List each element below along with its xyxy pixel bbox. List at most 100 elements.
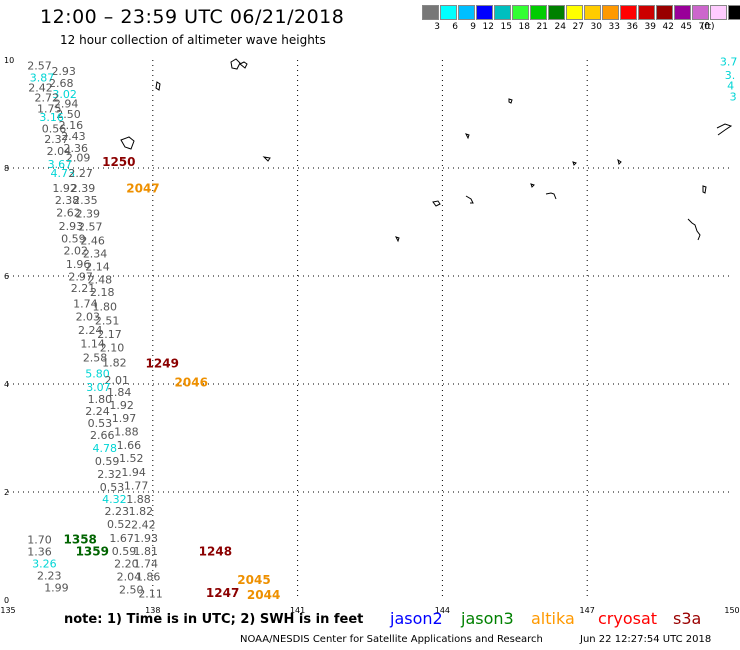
wave-height-reading: 1.82: [129, 505, 154, 518]
legend-label: 15: [500, 22, 512, 32]
wave-height-reading: 0.53: [88, 417, 113, 430]
wave-height-reading: 2.21: [71, 282, 96, 295]
wave-height-reading: 3.07: [86, 381, 111, 394]
lon-tick-label: 147: [580, 606, 595, 615]
wave-height-reading: 3.67: [48, 158, 73, 171]
legend-label: 18: [518, 22, 530, 32]
legend-swatch: [548, 5, 565, 20]
lon-tick-label: 141: [290, 606, 305, 615]
pass-time-label: 1248: [199, 545, 232, 559]
legend-swatch: [566, 5, 583, 20]
satellite-label-s3a: s3a: [673, 609, 702, 628]
wave-height-reading: 3.: [725, 69, 736, 82]
wave-height-reading: 1.92: [109, 399, 134, 412]
legend-swatch: [674, 5, 691, 20]
legend-label: 42: [662, 22, 674, 32]
wave-height-reading: 2.68: [49, 77, 74, 90]
pass-time-label: 2046: [175, 376, 208, 390]
island: [687, 218, 701, 241]
wave-height-reading: 2.18: [90, 286, 115, 299]
wave-height-reading: 2.38: [55, 194, 79, 207]
legend-label: 21: [536, 22, 548, 32]
wave-height-reading: 1.84: [107, 386, 131, 399]
timestamp: Jun 22 12:27:54 UTC 2018: [580, 634, 712, 645]
wave-height-reading: 2.57: [78, 221, 103, 234]
legend-swatch: [620, 5, 637, 20]
wave-height-reading: 2.93: [59, 220, 84, 233]
wave-height-reading: 1.74: [73, 297, 98, 310]
legend-swatch: [458, 5, 475, 20]
wave-height-reading: 3.26: [32, 558, 57, 571]
wave-height-reading: 2.94: [54, 98, 79, 111]
wave-height-reading: 2.66: [90, 429, 115, 442]
wave-height-reading: 3.02: [52, 88, 77, 101]
wave-height-reading: 2.01: [105, 374, 129, 387]
legend-label: 33: [608, 22, 620, 32]
wave-height-reading: 0.56: [42, 122, 67, 135]
island: [716, 123, 733, 136]
legend-swatch: [476, 5, 493, 20]
island: [432, 200, 441, 207]
wave-height-reading: 2.34: [83, 248, 108, 261]
wave-height-reading: 3: [730, 91, 737, 104]
wave-height-reading: 2.14: [85, 261, 110, 274]
wave-height-reading: 2.17: [97, 328, 122, 341]
satellite-label-jason2: jason2: [390, 609, 443, 628]
wave-height-reading: 1.94: [121, 466, 146, 479]
wave-height-reading: 2.24: [78, 324, 103, 337]
pass-time-label: 1250: [102, 155, 135, 169]
legend-swatch: [602, 5, 619, 20]
legend-swatch: [638, 5, 655, 20]
legend-labels: 3 6 9 12 15 18 21 24 27 30 33 36 39 42 45 70: [422, 22, 710, 32]
wave-height-reading: 2.42: [28, 81, 53, 94]
wave-height-reading: 2.24: [85, 405, 110, 418]
wave-height-reading: 1.74: [133, 558, 158, 571]
wave-height-reading: 2.10: [100, 342, 125, 355]
legend-label: 70: [698, 22, 710, 32]
island: [262, 156, 271, 162]
legend-label: 12: [482, 22, 494, 32]
lon-tick-label: 135: [0, 606, 15, 615]
wave-height-reading: 3.7: [720, 55, 738, 68]
legend-label: 45: [680, 22, 692, 32]
wave-height-reading: 2.58: [83, 351, 108, 364]
pass-time-label: 1249: [146, 356, 179, 370]
coastlines: [120, 58, 733, 243]
wave-readings: 2.57 2.933.872.682.42 3.022.722.941.752.50…: [27, 55, 737, 600]
island: [530, 183, 535, 188]
wave-height-reading: 4.73: [50, 167, 75, 180]
wave-height-reading: 0.59: [61, 233, 86, 246]
legend-label: 24: [554, 22, 566, 32]
wave-height-reading: 2.09: [66, 152, 91, 165]
lat-tick-label: 6: [4, 272, 9, 281]
island: [155, 81, 161, 91]
pass-time-label: 2044: [247, 588, 280, 602]
credit-line: NOAA/NESDIS Center for Satellite Applica…: [240, 634, 543, 645]
wave-height-reading: 0.53: [100, 481, 125, 494]
wave-height-reading: 1.36: [27, 546, 52, 559]
legend-swatch: [422, 5, 439, 20]
wave-height-reading: 1.88: [126, 493, 150, 506]
wave-height-reading: 2.62: [56, 207, 80, 220]
legend-label: 6: [452, 22, 458, 32]
wave-height-reading: 4.78: [92, 442, 117, 455]
wave-height-reading: 1.75: [37, 102, 62, 115]
pass-time-label: 2045: [237, 573, 270, 587]
lat-tick-label: 4: [4, 380, 9, 389]
wave-height-reading: 1.88: [114, 425, 139, 438]
pass-time-label: 1247: [206, 586, 239, 600]
legend-swatch: [494, 5, 511, 20]
legend-swatch: [584, 5, 601, 20]
wave-height-reading: 2.04: [117, 571, 142, 584]
wave-height-reading: 2.51: [95, 315, 120, 328]
wave-height-reading: 2.48: [88, 274, 113, 287]
wave-height-reading: 2.16: [59, 119, 84, 132]
wave-height-reading: 2.20: [114, 558, 139, 571]
legend-swatch: [512, 5, 529, 20]
lon-tick-label: 138: [145, 606, 160, 615]
lat-tick-label: 8: [4, 164, 9, 173]
island: [572, 161, 577, 166]
legend-label: 30: [590, 22, 602, 32]
wave-height-reading: 2.04: [47, 145, 72, 158]
